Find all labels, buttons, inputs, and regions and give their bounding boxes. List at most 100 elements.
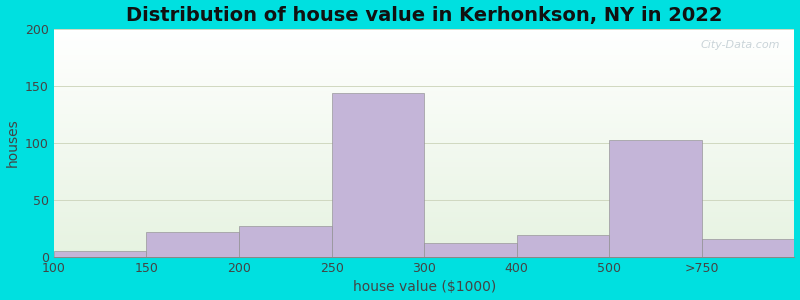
Bar (54, 198, 794, 200)
Text: City-Data.com: City-Data.com (700, 40, 780, 50)
Bar (54, 157, 794, 159)
Bar (54, 172, 794, 175)
Bar (54, 189, 794, 191)
Bar (54, 248, 794, 250)
Bar (54, 141, 794, 143)
Bar (54, 45, 794, 47)
Bar (54, 100, 794, 102)
Bar (54, 218, 794, 220)
Bar (54, 251, 146, 257)
Bar (54, 148, 794, 150)
Bar (54, 116, 794, 118)
Title: Distribution of house value in Kerhonkson, NY in 2022: Distribution of house value in Kerhonkso… (126, 6, 722, 25)
Bar (54, 161, 794, 164)
Bar (54, 136, 794, 138)
Bar (54, 154, 794, 157)
Bar (54, 118, 794, 120)
Bar (54, 255, 794, 257)
Bar (54, 68, 794, 70)
Bar (54, 243, 794, 246)
Bar (54, 227, 794, 230)
Bar (54, 138, 794, 141)
Bar (54, 191, 794, 193)
Bar (54, 38, 794, 40)
Bar (54, 216, 794, 218)
Bar (54, 111, 794, 113)
Bar (54, 61, 794, 63)
Bar (54, 202, 794, 205)
Bar (54, 214, 794, 216)
Bar (54, 106, 794, 109)
Bar (54, 166, 794, 168)
Bar (54, 81, 794, 84)
Bar (54, 253, 794, 255)
Bar (54, 63, 794, 65)
Bar (54, 179, 794, 182)
Bar (54, 193, 794, 195)
Bar (54, 152, 794, 154)
Bar (54, 72, 794, 74)
Bar (54, 200, 794, 202)
Bar (54, 52, 794, 54)
Bar (54, 177, 794, 179)
Bar (54, 104, 794, 106)
Bar (146, 232, 239, 257)
Bar (54, 239, 794, 241)
Bar (54, 40, 794, 43)
Bar (54, 84, 794, 86)
Bar (54, 132, 794, 134)
Bar (54, 225, 794, 227)
Bar (702, 239, 794, 257)
Bar (54, 236, 794, 239)
Bar (54, 58, 794, 61)
Bar (54, 168, 794, 170)
Bar (54, 77, 794, 79)
Bar (54, 102, 794, 104)
Bar (54, 95, 794, 97)
Bar (54, 150, 794, 152)
Bar (54, 195, 794, 198)
Bar (54, 54, 794, 56)
Bar (331, 93, 424, 257)
Bar (54, 79, 794, 81)
Bar (54, 212, 794, 214)
Bar (54, 43, 794, 45)
Bar (54, 232, 794, 234)
Bar (54, 127, 794, 129)
Bar (54, 145, 794, 148)
Bar (54, 113, 794, 116)
Bar (54, 241, 794, 243)
Bar (54, 86, 794, 88)
Bar (54, 29, 794, 31)
Bar (54, 159, 794, 161)
Bar (54, 220, 794, 223)
Bar (54, 36, 794, 38)
Bar (54, 120, 794, 122)
Bar (54, 34, 794, 36)
Bar (54, 93, 794, 95)
Bar (54, 209, 794, 212)
Bar (54, 70, 794, 72)
Bar (54, 223, 794, 225)
Y-axis label: houses: houses (6, 118, 19, 167)
Bar (54, 250, 794, 253)
Bar (239, 226, 331, 257)
Bar (54, 129, 794, 132)
Bar (54, 50, 794, 52)
Bar (54, 91, 794, 93)
Bar (54, 134, 794, 136)
Bar (54, 175, 794, 177)
Bar (54, 184, 794, 186)
X-axis label: house value ($1000): house value ($1000) (353, 280, 496, 294)
Bar (424, 243, 517, 257)
Bar (54, 122, 794, 125)
Bar (54, 207, 794, 209)
Bar (54, 125, 794, 127)
Bar (54, 56, 794, 58)
Bar (517, 236, 610, 257)
Bar (54, 143, 794, 145)
Bar (610, 140, 702, 257)
Bar (54, 234, 794, 236)
Bar (54, 47, 794, 50)
Bar (54, 230, 794, 232)
